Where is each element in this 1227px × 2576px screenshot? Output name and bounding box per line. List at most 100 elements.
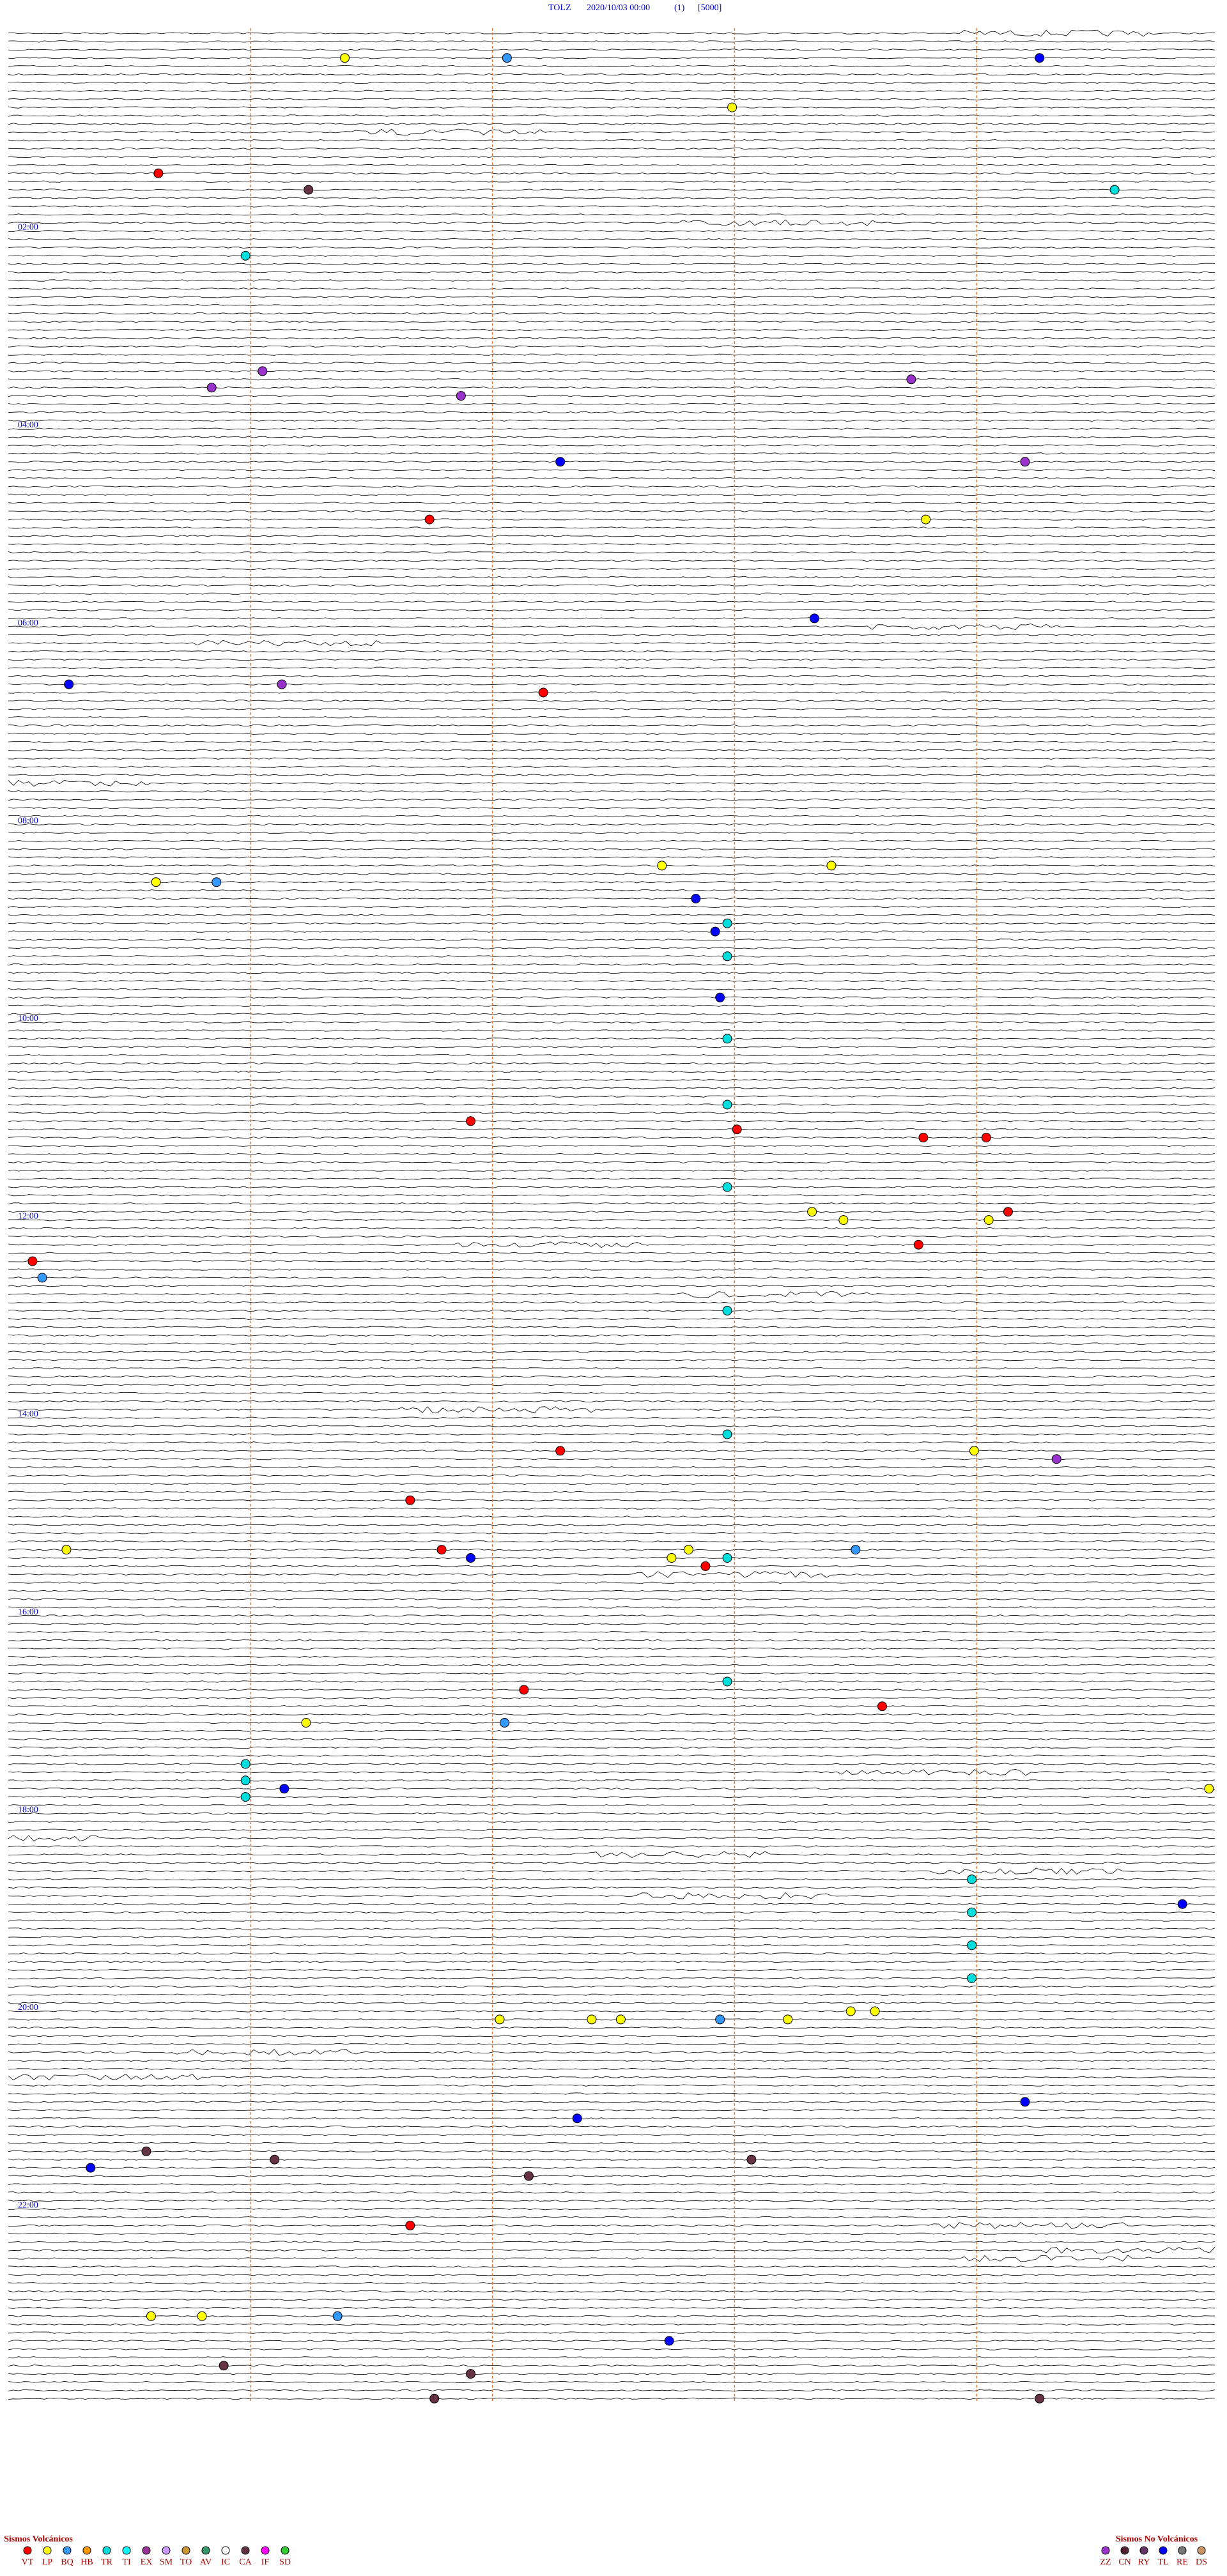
trace [8,2200,1215,2202]
trace [8,65,1215,68]
event [500,1718,510,1728]
trace [8,1400,1215,1403]
event [967,1907,977,1917]
event [921,514,931,525]
hour-label: 14:00 [18,1409,38,1419]
trace [8,757,1215,760]
trace [8,1903,1215,1905]
event [240,1759,251,1769]
scale: [5000] [698,3,722,13]
trace [8,197,1215,199]
legend-marker [241,2546,250,2555]
trace [8,164,1215,167]
event [1051,1454,1061,1464]
trace [8,1680,1215,1683]
trace [8,779,1215,787]
trace [8,469,1215,471]
trace [8,2282,1215,2285]
trace [8,1095,1215,1098]
trace [8,172,1215,174]
trace [8,551,1215,554]
trace [8,1763,1215,1765]
event [502,53,512,63]
trace [8,188,1215,191]
trace [8,716,1215,719]
event [918,1133,929,1143]
event [572,2113,582,2124]
trace [8,1177,1215,1180]
legend-label: LP [42,2557,53,2567]
trace [8,815,1215,818]
trace [8,1968,1215,1972]
event [206,383,217,393]
legend-label: HB [81,2557,93,2567]
legend-marker [201,2546,210,2555]
event [722,951,732,962]
trace [8,1697,1215,1699]
event [86,2163,96,2173]
event [981,1133,991,1143]
event [913,1239,923,1250]
legend-marker [1197,2546,1206,2555]
trace [8,724,1215,727]
trace [8,1038,1215,1040]
trace [8,296,1215,298]
trace [8,831,1215,834]
trace [8,609,1215,611]
legend-marker [1178,2546,1187,2555]
trace [8,1911,1215,1913]
trace [8,345,1215,348]
trace [8,1729,1215,1733]
event [555,1446,566,1456]
hour-label: 20:00 [18,2003,38,2012]
trace [8,543,1215,546]
event [258,366,268,376]
trace [8,1977,1215,1980]
trace [8,897,1215,900]
trace [8,1161,1215,1163]
trace [8,1013,1215,1015]
trace [8,634,1215,636]
event [146,2311,156,2321]
trace [8,2306,1215,2310]
event [722,1034,732,1044]
trace [8,2150,1215,2152]
trace [8,1235,1215,1238]
event [197,2311,207,2321]
legend-label: AV [200,2557,212,2567]
event [870,2006,880,2016]
event [807,1207,817,1217]
event [519,1685,529,1695]
event [1020,2097,1030,2107]
trace [8,1062,1215,1065]
trace [8,2109,1215,2112]
event [424,514,435,525]
trace [8,288,1215,290]
trace [8,1862,1215,1864]
trace [8,971,1215,974]
trace [8,2073,1215,2081]
trace [8,419,1215,422]
event [212,877,222,887]
trace [8,493,1215,496]
trace [8,1571,1215,1578]
event [1035,53,1045,63]
trace [8,1004,1215,1007]
trace [8,2142,1215,2145]
trace [8,1425,1215,1427]
trace [8,666,1215,669]
trace [8,2389,1215,2392]
legend-marker [1101,2546,1110,2555]
trace [8,856,1215,859]
hour-label: 22:00 [18,2201,38,2211]
trace [8,1820,1215,1823]
legend-label: SM [160,2557,173,2567]
trace [8,444,1215,447]
trace [8,147,1215,150]
trace [8,1548,1215,1551]
trace [8,640,1215,647]
trace [8,988,1215,991]
trace [8,378,1215,381]
trace [8,930,1215,933]
